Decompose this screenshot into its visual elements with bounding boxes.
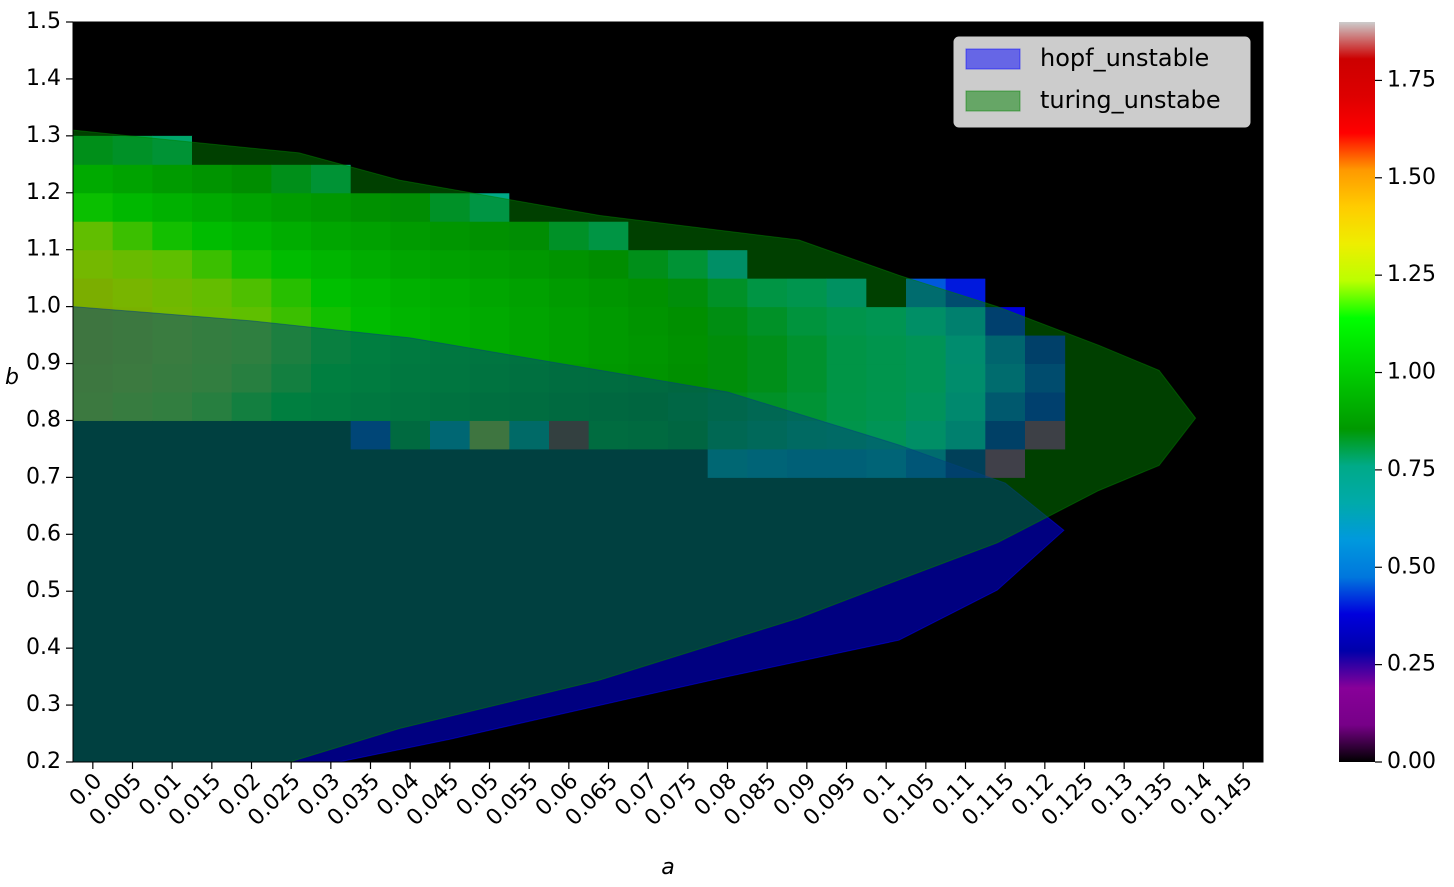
heatmap-cell <box>469 164 510 194</box>
y-tick-label: 0.6 <box>26 521 61 546</box>
x-axis-label: a <box>661 855 674 880</box>
y-tick-label: 1.5 <box>26 9 61 34</box>
heatmap-cell <box>945 164 986 194</box>
plot-area <box>73 129 1197 762</box>
heatmap-cell <box>826 164 867 194</box>
heatmap-cell <box>549 135 590 165</box>
colorbar-tick-label: 0.00 <box>1387 749 1436 774</box>
heatmap-cell <box>668 192 709 222</box>
heatmap-cell <box>549 164 590 194</box>
y-tick-label: 1.4 <box>26 66 61 91</box>
heatmap-cell <box>350 135 391 165</box>
heatmap-cell <box>906 192 947 222</box>
heatmap-cell <box>906 221 947 251</box>
y-axis-label: b <box>5 365 19 390</box>
y-tick-label: 1.0 <box>26 294 61 319</box>
heatmap-cell <box>866 192 907 222</box>
heatmap-cell <box>945 192 986 222</box>
y-tick-label: 1.2 <box>26 180 61 205</box>
heatmap-cell <box>747 192 788 222</box>
legend: hopf_unstable turing_unstabe <box>953 36 1251 128</box>
colorbar-tick-label: 1.50 <box>1387 165 1436 190</box>
heatmap-cell <box>628 135 669 165</box>
y-tick-label: 0.9 <box>26 351 61 376</box>
heatmap-cell <box>747 135 788 165</box>
heatmap-cell <box>866 164 907 194</box>
heatmap-cell <box>1025 221 1066 251</box>
legend-label: turing_unstabe <box>1040 86 1221 114</box>
legend-swatch <box>965 48 1021 70</box>
heatmap-cell <box>787 164 828 194</box>
y-tick-label: 0.4 <box>26 635 61 660</box>
heatmap-cell <box>707 164 748 194</box>
heatmap-cell <box>588 135 629 165</box>
heatmap-cell <box>945 135 986 165</box>
heatmap-cell <box>707 192 748 222</box>
heatmap-cell <box>985 135 1026 165</box>
heatmap-cell <box>707 135 748 165</box>
plot-frame <box>72 21 1264 763</box>
heatmap-cell <box>628 192 669 222</box>
legend-label: hopf_unstable <box>1040 44 1209 72</box>
y-tick-label: 0.3 <box>26 692 61 717</box>
heatmap-cell <box>985 192 1026 222</box>
legend-swatch <box>965 90 1021 112</box>
heatmap-cell <box>826 192 867 222</box>
heatmap-cell <box>668 135 709 165</box>
heatmap-cell <box>668 164 709 194</box>
heatmap-cell <box>509 164 550 194</box>
heatmap-cell <box>628 164 669 194</box>
heatmap-cell <box>985 249 1026 279</box>
colorbar-tick-label: 1.00 <box>1387 360 1436 385</box>
y-tick-label: 0.5 <box>26 578 61 603</box>
heatmap-cell <box>509 135 550 165</box>
heatmap-cell <box>469 135 510 165</box>
heatmap-cell <box>826 135 867 165</box>
heatmap-cell <box>906 135 947 165</box>
heatmap-cell <box>945 221 986 251</box>
heatmap-cell <box>906 164 947 194</box>
y-tick-label: 0.8 <box>26 407 61 432</box>
heatmap-cell <box>1025 249 1066 279</box>
heatmap-cell <box>866 135 907 165</box>
heatmap-cell <box>985 221 1026 251</box>
heatmap-cell <box>1025 278 1066 308</box>
y-tick-label: 0.2 <box>26 749 61 774</box>
y-tick-label: 1.3 <box>26 123 61 148</box>
legend-box <box>953 36 1251 128</box>
heatmap-cell <box>866 221 907 251</box>
heatmap-cell <box>787 135 828 165</box>
heatmap-cell <box>826 221 867 251</box>
heatmap-cell <box>390 135 431 165</box>
colorbar-tick-label: 1.75 <box>1387 67 1436 92</box>
colorbar <box>1339 22 1375 762</box>
heatmap-cell <box>985 278 1026 308</box>
heatmap-cell <box>747 164 788 194</box>
colorbar-tick-label: 0.50 <box>1387 554 1436 579</box>
y-tick-label: 0.7 <box>26 464 61 489</box>
colorbar-tick-label: 0.25 <box>1387 652 1436 677</box>
heatmap-cell <box>1025 164 1066 194</box>
heatmap-cell <box>906 249 947 279</box>
y-tick-label: 1.1 <box>26 237 61 262</box>
heatmap-cell <box>1025 135 1066 165</box>
colorbar-tick-label: 1.25 <box>1387 262 1436 287</box>
heatmap-cell <box>985 164 1026 194</box>
heatmap-cell <box>430 135 471 165</box>
heatmap-cell <box>945 249 986 279</box>
region <box>73 129 1197 762</box>
heatmap-cell <box>588 164 629 194</box>
heatmap-cell <box>1025 192 1066 222</box>
heatmap-cell <box>787 192 828 222</box>
colorbar-tick-label: 0.75 <box>1387 457 1436 482</box>
